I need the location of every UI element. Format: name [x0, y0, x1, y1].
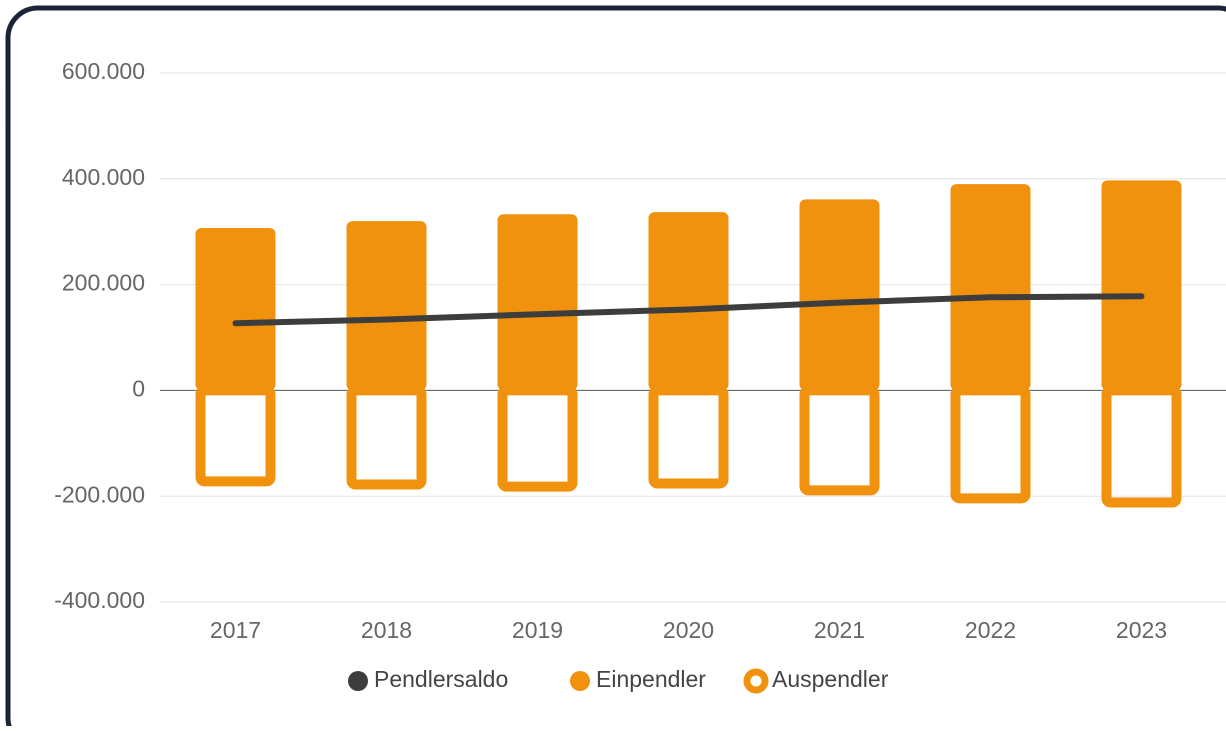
line: [232, 293, 1145, 327]
legend-label: Auspendler: [772, 666, 889, 692]
bar: [497, 214, 578, 391]
bar-outline: [648, 385, 729, 489]
bar: [799, 199, 880, 391]
legend-marker: [348, 671, 368, 691]
x-tick-label: 2019: [512, 617, 563, 643]
y-tick-label: 400.000: [62, 164, 145, 190]
bar-outline: [346, 385, 427, 490]
x-tick-label: 2017: [210, 617, 261, 643]
bar: [648, 212, 729, 391]
y-tick-label: 0: [132, 375, 145, 401]
x-tick-label: 2018: [361, 617, 412, 643]
bar-outline: [195, 385, 276, 487]
x-tick-label: 2023: [1116, 617, 1167, 643]
y-tick-label: -200.000: [54, 481, 145, 507]
bar-outline: [799, 385, 880, 496]
legend: Pendlersaldo Einpendler Auspendler: [348, 666, 889, 694]
y-tick-label: 600.000: [62, 58, 145, 84]
bar: [346, 221, 427, 391]
legend-marker: [570, 671, 590, 691]
y-tick-label: -400.000: [54, 587, 145, 613]
bar-outline: [1101, 385, 1182, 508]
bar: [195, 227, 276, 391]
bar: [950, 184, 1031, 391]
y-tick-label: 200.000: [62, 270, 145, 296]
legend-label: Einpendler: [596, 666, 706, 692]
frame: [5, 5, 1226, 731]
x-tick-label: 2022: [965, 617, 1016, 643]
legend-label: Pendlersaldo: [374, 666, 508, 692]
x-tick-label: 2021: [814, 617, 865, 643]
x-tick-label: 2020: [663, 617, 714, 643]
legend-marker: [743, 668, 769, 694]
bar-outline: [950, 385, 1031, 504]
bar-outline: [497, 385, 578, 492]
bar: [1101, 180, 1182, 391]
